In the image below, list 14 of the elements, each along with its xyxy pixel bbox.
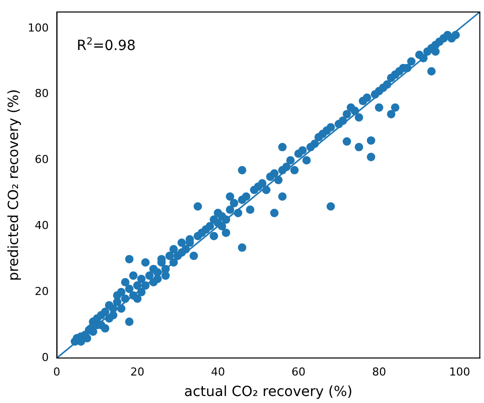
y-tick-label: 100	[28, 21, 49, 34]
y-tick-label: 0	[42, 350, 49, 364]
y-tick-label: 20	[34, 284, 49, 298]
x-tick-label: 40	[210, 365, 225, 378]
y-axis-title: predicted CO₂ recovery (%)	[6, 89, 22, 281]
x-axis-title: actual CO₂ recovery (%)	[184, 384, 352, 400]
x-tick-label: 60	[292, 365, 306, 378]
x-tick-label: 100	[449, 365, 470, 378]
x-tick-label: 20	[130, 365, 144, 378]
y-tick-label: 80	[34, 87, 49, 100]
y-tick-label: 40	[34, 219, 49, 232]
y-tick-label: 60	[34, 153, 49, 166]
x-tick-label: 80	[372, 365, 386, 378]
x-tick-label: 0	[53, 365, 60, 378]
